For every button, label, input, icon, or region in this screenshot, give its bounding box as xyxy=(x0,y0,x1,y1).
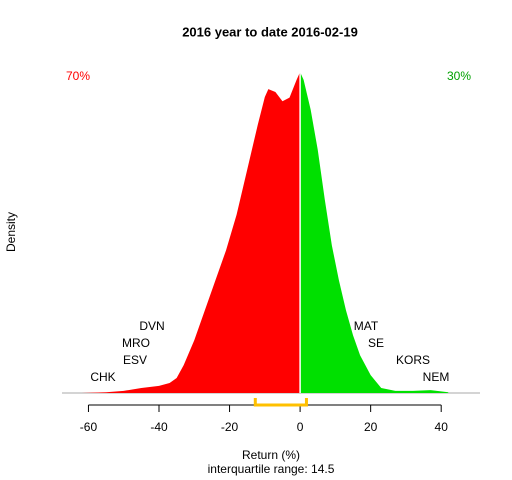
x-axis-label: Return (%) xyxy=(242,448,300,462)
ticker-label: SE xyxy=(368,336,384,350)
ticker-label: DVN xyxy=(139,319,164,333)
subtitle: interquartile range: 14.5 xyxy=(208,462,335,476)
x-tick-label: 0 xyxy=(297,420,304,434)
ticker-label: KORS xyxy=(396,353,430,367)
ticker-label: MRO xyxy=(122,336,150,350)
ticker-label: MAT xyxy=(354,319,379,333)
ticker-label: ESV xyxy=(123,353,147,367)
negative-share: 70% xyxy=(66,69,90,83)
iqr-bracket xyxy=(253,398,308,407)
positive-area xyxy=(300,71,449,394)
x-tick-label: 20 xyxy=(364,420,378,434)
positive-share: 30% xyxy=(447,69,471,83)
x-tick-label: -20 xyxy=(221,420,239,434)
ticker-label: NEM xyxy=(423,370,450,384)
y-axis-label: Density xyxy=(4,212,18,252)
x-tick-label: 40 xyxy=(435,420,449,434)
x-tick-label: -60 xyxy=(80,420,98,434)
ticker-label: CHK xyxy=(90,370,115,384)
chart-title: 2016 year to date 2016-02-19 xyxy=(182,24,358,39)
negative-area xyxy=(81,71,301,394)
x-tick-label: -40 xyxy=(150,420,168,434)
